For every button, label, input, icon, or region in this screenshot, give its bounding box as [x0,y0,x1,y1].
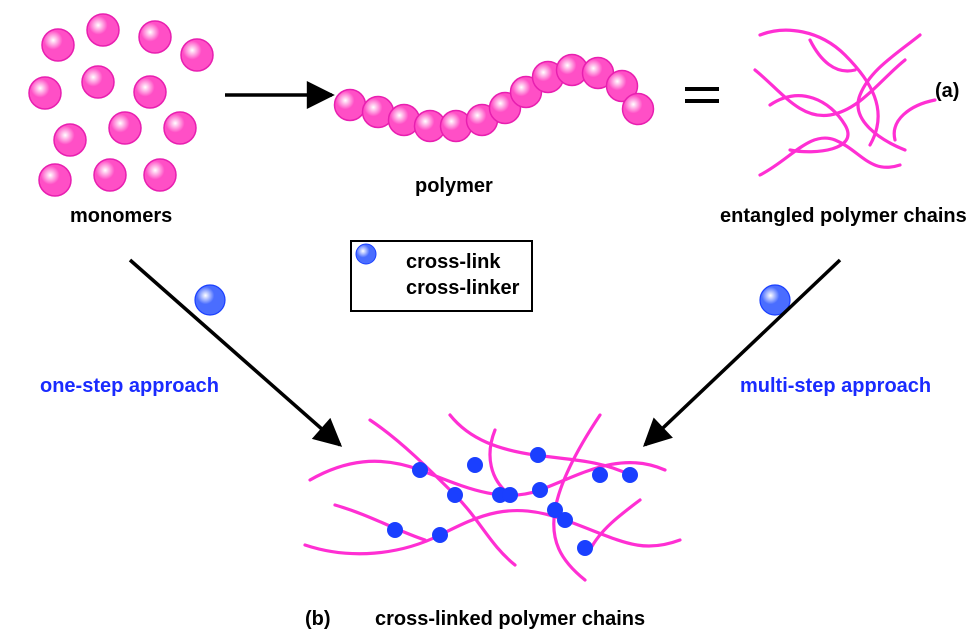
polymer-sphere [335,90,366,121]
label-monomers: monomers [70,205,172,228]
legend-row: cross-linker [364,276,519,300]
crosslinked-chain [554,415,600,580]
label-crosslinked: cross-linked polymer chains [375,608,645,631]
monomer-sphere [42,29,74,61]
crosslinker-sphere [195,285,225,315]
polymer-chain [335,55,654,142]
crosslink-dot [502,487,518,503]
entangled-chain [760,30,878,145]
monomer-sphere [29,77,61,109]
panel-tag-b: (b) [305,608,331,631]
monomer-sphere [82,66,114,98]
monomer-sphere [144,159,176,191]
crosslinked-chain [490,430,510,495]
legend-row: cross-link [364,250,519,274]
monomer-sphere [94,159,126,191]
crosslink-dot [592,467,608,483]
arrow-one-step [130,260,340,445]
monomer-sphere [109,112,141,144]
monomer-sphere [39,164,71,196]
diagram-stage: cross-linkcross-linker monomers polymer … [0,0,975,641]
crosslinked-chain [305,511,680,554]
monomers-cluster [29,14,213,196]
crosslink-dot [412,462,428,478]
monomer-sphere [139,21,171,53]
crosslink-dot [447,487,463,503]
label-entangled: entangled polymer chains [720,205,967,228]
diagram-svg [0,0,975,641]
crosslink-dot [530,447,546,463]
crosslink-dot [432,527,448,543]
label-one-step: one-step approach [40,375,219,398]
label-polymer: polymer [415,175,493,198]
polymer-sphere [623,94,654,125]
monomer-sphere [164,112,196,144]
legend-label: cross-link [406,251,500,274]
monomer-sphere [87,14,119,46]
panel-tag-a: (a) [935,80,959,103]
entangled-chains [755,30,935,175]
crosslink-dot [622,467,638,483]
legend-label: cross-linker [406,277,519,300]
monomer-sphere [54,124,86,156]
crosslink-dot [387,522,403,538]
arrow-multi-step [645,260,840,445]
crosslink-dot [532,482,548,498]
crosslink-dot [577,540,593,556]
monomer-sphere [134,76,166,108]
monomer-sphere [181,39,213,71]
legend-box: cross-link cross-linker [350,240,533,312]
crosslinker-sphere-icon [364,276,392,300]
label-multi-step: multi-step approach [740,375,931,398]
crosslinked-network [305,415,680,580]
entangled-chain [858,35,920,150]
crosslink-dot [467,457,483,473]
entangled-chain [760,138,900,175]
crosslinked-chain [335,505,425,540]
entangled-chain [894,100,935,140]
crosslink-dot [547,502,563,518]
